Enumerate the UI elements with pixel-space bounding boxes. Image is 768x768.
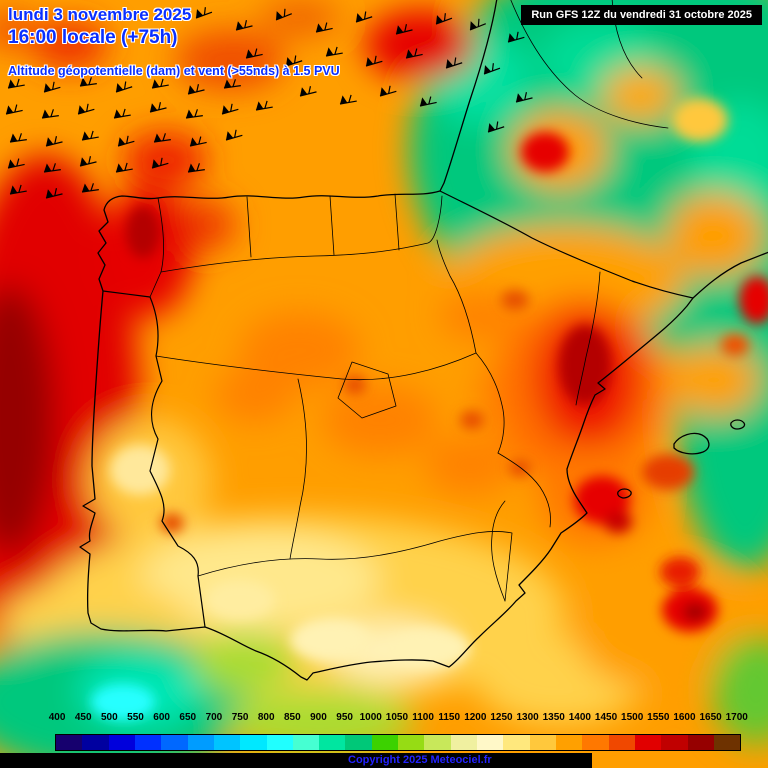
balearic-ibiza — [617, 488, 632, 499]
model-run-info: Run GFS 12Z du vendredi 31 octobre 2025 — [521, 5, 762, 25]
balearic-mallorca — [673, 432, 710, 455]
footer-strip — [0, 753, 592, 768]
legend-tick-label: 1450 — [594, 712, 618, 723]
legend-color-cell — [608, 735, 635, 750]
legend-tick-label: 400 — [48, 712, 66, 723]
legend-tick-label: 750 — [231, 712, 249, 723]
legend-color-cell — [161, 735, 188, 750]
legend-color-cell — [319, 735, 346, 750]
legend-color-cell — [450, 735, 477, 750]
map-header: lundi 3 novembre 2025 16:00 locale (+75h… — [8, 5, 340, 79]
pyrenees-border — [439, 190, 694, 299]
legend-tick-label: 900 — [310, 712, 327, 723]
legend-tick-label: 650 — [179, 712, 197, 723]
borders-layer — [102, 0, 694, 628]
valid-date-label: lundi 3 novembre 2025 — [8, 5, 192, 24]
legend-tick-label: 1250 — [490, 712, 513, 723]
legend-color-cell — [266, 735, 293, 750]
legend-tick-label: 1300 — [516, 712, 539, 723]
legend-tick-label: 1400 — [568, 712, 591, 723]
legend-tick-label: 1100 — [412, 712, 434, 723]
legend-tick-label: 1000 — [359, 712, 382, 723]
legend-tick-label: 950 — [336, 712, 353, 723]
legend-tick-label: 550 — [127, 712, 144, 723]
portugal-spain-border — [102, 290, 206, 628]
legend-color-cell — [661, 735, 688, 750]
balearic-menorca — [730, 419, 746, 430]
legend-tick-label: 850 — [283, 712, 301, 723]
legend-color-cell — [503, 735, 530, 750]
legend-color-cell — [424, 735, 451, 750]
legend-color-cell — [82, 735, 109, 750]
legend-tick-label: 1550 — [647, 712, 670, 723]
legend-color-cell — [477, 735, 504, 750]
legend-color-cell — [687, 735, 714, 750]
legend-tick-label: 1700 — [725, 712, 748, 723]
legend-tick-label: 1200 — [464, 712, 487, 723]
legend-tick-label: 450 — [74, 712, 92, 723]
legend-tick-label: 800 — [257, 712, 275, 723]
copyright-label: Copyright 2025 Meteociel.fr — [348, 754, 492, 766]
legend-color-cell — [108, 735, 135, 750]
legend-tick-row: 400 450 500 550 600 650 700 750 800 850 900 950 1000… — [44, 712, 750, 723]
legend-color-cell — [134, 735, 162, 750]
legend-tick-label: 1150 — [438, 712, 461, 723]
legend-color-cell — [555, 735, 583, 750]
contour-detail-layer — [91, 98, 768, 720]
parameter-title: Altitude géopotentielle (dam) et vent (>… — [8, 64, 340, 79]
legend-color-cell — [713, 735, 741, 750]
legend-color-cell — [582, 735, 609, 750]
legend-color-cell — [56, 735, 83, 750]
legend-tick-label: 1650 — [699, 712, 722, 723]
legend-tick-label: 500 — [101, 712, 118, 723]
legend-color-cell — [529, 735, 556, 750]
legend-tick-label: 700 — [205, 712, 223, 723]
legend-color-cell — [398, 735, 425, 750]
legend-tick-label: 1350 — [542, 712, 565, 723]
legend-color-bar — [55, 734, 741, 751]
legend-color-cell — [634, 735, 662, 750]
legend-tick-label: 1500 — [621, 712, 644, 723]
legend-tick-label: 1600 — [673, 712, 696, 723]
valid-time-label: 16:00 locale (+75h) — [8, 26, 178, 48]
legend-color-cell — [292, 735, 320, 750]
legend-color-cell — [240, 735, 267, 750]
legend-color-cell — [213, 735, 241, 750]
legend-tick-label: 1050 — [385, 712, 409, 723]
legend-tick-label: 600 — [153, 712, 170, 723]
legend-color-cell — [345, 735, 372, 750]
legend-color-cell — [187, 735, 214, 750]
legend-color-cell — [371, 735, 399, 750]
